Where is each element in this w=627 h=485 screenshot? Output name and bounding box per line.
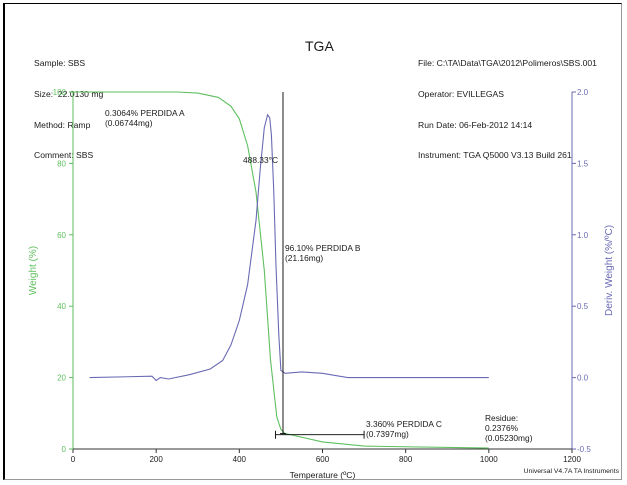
x-tick-label: 800 xyxy=(399,455,413,464)
y-tick-label-left: 0 xyxy=(62,445,67,454)
chart-title: TGA xyxy=(305,38,334,54)
annotation-perdida-b: (21.16mg) xyxy=(285,253,323,263)
annotation-residue: Residue: xyxy=(485,413,518,423)
annotation-residue: (0.05230mg) xyxy=(485,433,533,443)
y-axis-title-left: Weight (%) xyxy=(28,246,39,295)
annotation-perdida-a: 0.3064% PERDIDA A xyxy=(105,108,185,118)
figure-frame xyxy=(3,3,622,480)
x-tick-label: 400 xyxy=(233,455,247,464)
footer-credit: Universal V4.7A TA Instruments xyxy=(523,468,619,475)
x-tick-label: 1000 xyxy=(480,455,498,464)
annotation-residue: 0.2376% xyxy=(485,423,519,433)
weight-line xyxy=(73,91,489,449)
x-axis-title: Temperature (ºC) xyxy=(290,470,356,480)
annotation-perdida-c: 3.360% PERDIDA C xyxy=(366,419,442,429)
y-tick-label-right: 0.5 xyxy=(577,302,589,311)
method-line: Method: Ramp xyxy=(34,119,91,130)
sample-line: Sample: SBS xyxy=(34,58,86,69)
y-tick-label-right: 0.0 xyxy=(577,374,589,383)
deriv-weight-line xyxy=(89,113,489,382)
annotation-perdida-c: (0.7397mg) xyxy=(366,429,409,439)
y-tick-label-left: 80 xyxy=(57,159,66,168)
y-tick-label-right: -0.5 xyxy=(577,445,591,454)
y-tick-label-right: 1.5 xyxy=(577,159,589,168)
y-tick-label-left: 100 xyxy=(53,88,67,97)
header-right: File: C:\TA\Data\TGA\2012\Polimeros\SBS.… xyxy=(418,38,597,171)
annotation-peak-temp: 488.33°C xyxy=(243,155,278,165)
annotation-perdida-a: (0.06744mg) xyxy=(105,118,153,128)
y-tick-label-left: 20 xyxy=(57,374,66,383)
run-date-line: Run Date: 06-Feb-2012 14:14 xyxy=(418,119,533,130)
x-tick-label: 1200 xyxy=(563,455,581,464)
annotation-perdida-b: 96.10% PERDIDA B xyxy=(285,243,361,253)
instrument-line: Instrument: TGA Q5000 V3.13 Build 261 xyxy=(418,150,572,161)
comment-line: Comment: SBS xyxy=(34,150,94,161)
x-tick-label: 600 xyxy=(316,455,330,464)
y-tick-label-left: 60 xyxy=(57,231,66,240)
y-tick-label-right: 2.0 xyxy=(577,88,589,97)
y-tick-label-left: 40 xyxy=(57,302,66,311)
operator-line: Operator: EVILLEGAS xyxy=(418,89,504,99)
file-line: File: C:\TA\Data\TGA\2012\Polimeros\SBS.… xyxy=(418,58,597,69)
x-tick-label: 200 xyxy=(149,455,163,464)
x-tick-label: 0 xyxy=(71,455,76,464)
y-axis-title-right: Deriv. Weight (%/ºC) xyxy=(604,225,615,316)
y-tick-label-right: 1.0 xyxy=(577,231,589,240)
